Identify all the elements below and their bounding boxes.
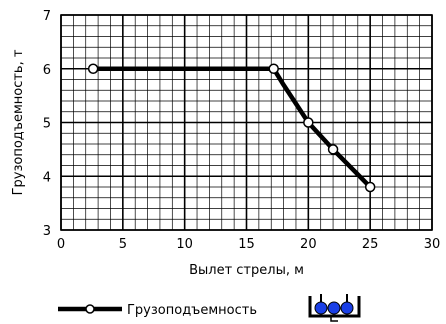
data-point <box>87 63 99 74</box>
data-point <box>268 63 279 74</box>
legend-marker <box>85 304 95 314</box>
x-tick-labels: 0 5 10 15 20 25 30 <box>57 237 440 252</box>
x-tick-label: 10 <box>176 237 193 252</box>
bucket-icon <box>308 294 361 322</box>
data-point <box>327 144 339 155</box>
x-tick-label: 0 <box>57 237 65 252</box>
y-tick-label: 5 <box>43 117 51 132</box>
y-tick-label: 6 <box>43 63 51 78</box>
x-tick-label: 25 <box>362 237 379 252</box>
legend: Грузоподъемность <box>58 294 361 322</box>
series-layer <box>87 63 376 193</box>
x-tick-label: 15 <box>238 237 255 252</box>
y-tick-labels: 3 4 5 6 7 <box>43 9 51 239</box>
legend-label: Грузоподъемность <box>127 303 257 318</box>
y-tick-label: 3 <box>43 224 51 239</box>
plot-frame <box>60 14 433 231</box>
data-point <box>364 181 376 193</box>
x-tick-label: 20 <box>300 237 317 252</box>
data-point <box>303 117 314 128</box>
y-tick-label: 7 <box>43 9 51 24</box>
x-tick-label: 5 <box>119 237 127 252</box>
y-tick-label: 4 <box>43 170 51 185</box>
x-axis-title: Вылет стрелы, м <box>189 263 304 278</box>
y-axis-title: Грузоподъемность, т <box>11 49 26 195</box>
x-tick-label: 30 <box>424 237 441 252</box>
series-line <box>90 66 373 190</box>
